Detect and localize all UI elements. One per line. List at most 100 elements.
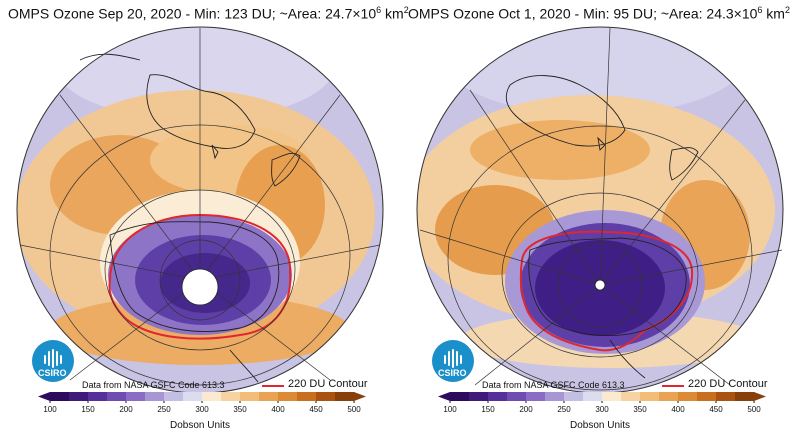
contour-legend-label: 220 DU Contour	[688, 378, 768, 390]
colorbar-tick-label: 500	[347, 405, 361, 414]
colorbar-tick-label: 500	[747, 405, 761, 414]
meridian	[19, 244, 201, 281]
contour-legend-label: 220 DU Contour	[288, 378, 368, 390]
colorbar-cell	[545, 392, 565, 401]
colorbar-cell	[202, 392, 222, 401]
colorbar-cell	[659, 392, 679, 401]
logo-label: CSIRO	[438, 368, 467, 378]
colorbar-tick-label: 350	[233, 405, 247, 414]
latitude-circle	[447, 125, 753, 391]
colorbar-cell	[88, 392, 108, 401]
latitude-circle	[557, 242, 643, 328]
colorbar-units: Dobson Units	[569, 420, 631, 431]
colorbar-cell	[50, 392, 70, 401]
meridian	[199, 244, 381, 281]
graticule	[19, 28, 381, 386]
colorbar-tick-label: 100	[443, 405, 457, 414]
colorbar-cell	[183, 392, 203, 401]
australia-coast	[505, 75, 626, 147]
colorbar-cell	[107, 392, 127, 401]
map-title: OMPS Ozone Sep 20, 2020 - Min: 123 DU; ~…	[8, 5, 409, 22]
colorbar-tick-label: 250	[157, 405, 171, 414]
colorbar-tick-label: 400	[271, 405, 285, 414]
colorbar-cell	[259, 392, 279, 401]
colorbar-cell	[735, 392, 755, 401]
meridian	[599, 99, 746, 286]
data-credit: Data from NASA GSFC Code 613.3	[82, 380, 225, 390]
ozone-high-north	[470, 120, 650, 180]
polar-data-gap	[181, 268, 219, 306]
colorbar-cell	[526, 392, 546, 401]
tasmania-coast	[597, 136, 606, 151]
colorbar-cell	[469, 392, 489, 401]
colorbar-tick-label: 350	[633, 405, 647, 414]
new-zealand-coast	[669, 147, 699, 181]
colorbar-cell	[640, 392, 660, 401]
colorbar-min-arrow	[438, 392, 450, 401]
colorbar-units: Dobson Units	[169, 420, 231, 431]
csiro-logo: CSIRO	[432, 340, 474, 382]
antarctica-coast	[528, 237, 687, 336]
colorbar-cell	[716, 392, 736, 401]
colorbar-max-arrow	[754, 392, 766, 401]
colorbar-cell	[69, 392, 89, 401]
map-title: OMPS Ozone Oct 1, 2020 - Min: 95 DU; ~Ar…	[408, 5, 790, 22]
colorbar-tick-label: 150	[481, 405, 495, 414]
colorbar-tick-label: 450	[309, 405, 323, 414]
meridian	[474, 284, 601, 386]
colorbar-cell	[697, 392, 717, 401]
colorbar-cell	[678, 392, 698, 401]
antarctica-coast	[109, 221, 280, 332]
meridian	[199, 279, 331, 381]
colorbar-cell	[297, 392, 317, 401]
new-zealand-coast	[271, 152, 301, 187]
colorbar-cell	[488, 392, 508, 401]
colorbar-cell	[278, 392, 298, 401]
colorbar: 100 150 200 250 300 350 400 450 500	[38, 392, 366, 414]
contour-legend-line	[662, 385, 684, 387]
colorbar-ticks: 100 150 200 250 300 350 400 450 500	[43, 401, 361, 414]
csiro-logo: CSIRO	[32, 340, 74, 382]
graticule	[419, 27, 783, 391]
colorbar-tick-label: 300	[595, 405, 609, 414]
colorbar-cell	[221, 392, 241, 401]
antarctic-peninsula-coast	[609, 339, 646, 379]
meridian	[419, 229, 601, 286]
meridian	[599, 249, 783, 286]
meridian	[599, 284, 731, 386]
colorbar-cells	[438, 392, 766, 401]
colorbar-cell	[583, 392, 603, 401]
panel-oct-1: OMPS Ozone Oct 1, 2020 - Min: 95 DU; ~Ar…	[400, 0, 800, 437]
colorbar-cell	[621, 392, 641, 401]
meridian	[469, 89, 601, 286]
colorbar-tick-label: 300	[195, 405, 209, 414]
colorbar-cell	[564, 392, 584, 401]
colorbar-cells	[38, 392, 366, 401]
colorbar-tick-label: 400	[671, 405, 685, 414]
meridian	[599, 27, 611, 286]
data-credit: Data from NASA GSFC Code 613.3	[482, 380, 625, 390]
australia-coast	[146, 74, 256, 149]
colorbar-cell	[126, 392, 146, 401]
csiro-logo-mark	[444, 349, 462, 368]
panel-sep-20: OMPS Ozone Sep 20, 2020 - Min: 123 DU; ~…	[8, 5, 409, 431]
csiro-logo-mark	[44, 349, 62, 368]
colorbar-cell	[507, 392, 527, 401]
colorbar-cell	[316, 392, 336, 401]
coastlines	[505, 75, 699, 379]
colorbar-tick-label: 200	[119, 405, 133, 414]
colorbar-cell	[240, 392, 260, 401]
colorbar-max-arrow	[354, 392, 366, 401]
latitude-circle	[501, 192, 699, 358]
antarctic-peninsula-coast	[229, 349, 259, 383]
colorbar-min-arrow	[38, 392, 50, 401]
logo-label: CSIRO	[38, 368, 67, 378]
coastlines	[79, 53, 301, 383]
colorbar-cell	[450, 392, 470, 401]
colorbar-tick-label: 250	[557, 405, 571, 414]
colorbar-tick-label: 200	[519, 405, 533, 414]
polar-data-gap	[594, 279, 606, 291]
meridian	[69, 279, 201, 381]
colorbar-tick-label: 150	[81, 405, 95, 414]
meridian	[59, 94, 201, 281]
